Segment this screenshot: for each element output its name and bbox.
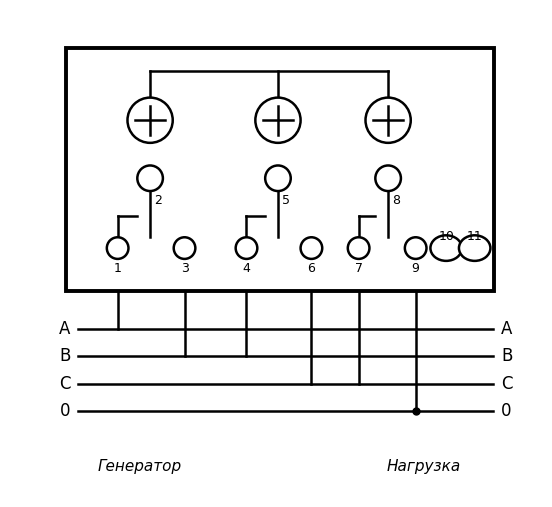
Ellipse shape [459,235,490,261]
Circle shape [265,165,291,191]
Text: A: A [59,320,71,338]
Circle shape [128,98,173,143]
Text: C: C [59,375,71,393]
Text: 0: 0 [501,403,512,420]
Circle shape [375,165,401,191]
Circle shape [405,237,427,259]
Circle shape [365,98,411,143]
Circle shape [236,237,257,259]
Text: Генератор: Генератор [98,459,182,474]
Text: A: A [501,320,513,338]
Text: 6: 6 [307,262,315,275]
Circle shape [256,98,301,143]
Text: B: B [501,347,513,365]
Circle shape [348,237,369,259]
Text: 10: 10 [438,230,454,243]
Text: 0: 0 [60,403,71,420]
Text: B: B [59,347,71,365]
Text: 4: 4 [242,262,251,275]
Text: C: C [501,375,513,393]
Circle shape [301,237,322,259]
Text: 9: 9 [412,262,420,275]
Text: Нагрузка: Нагрузка [386,459,460,474]
Text: 7: 7 [354,262,363,275]
Text: 8: 8 [392,194,400,207]
Ellipse shape [431,235,462,261]
Text: 11: 11 [467,230,482,243]
Text: 3: 3 [181,262,188,275]
Text: 1: 1 [114,262,121,275]
Text: 5: 5 [282,194,290,207]
Text: 2: 2 [154,194,162,207]
Circle shape [137,165,163,191]
Circle shape [107,237,129,259]
Circle shape [174,237,195,259]
